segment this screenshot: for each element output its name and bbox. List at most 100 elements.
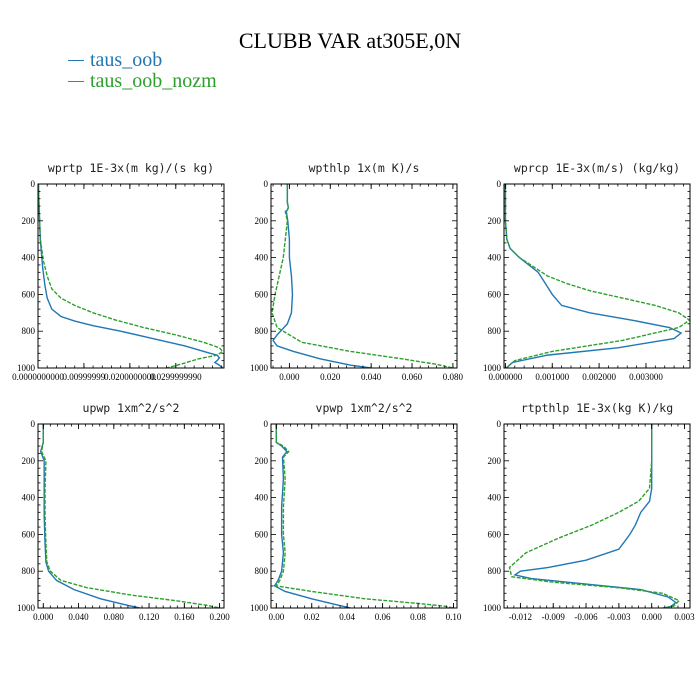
series-line-taus-oob-nozm [271, 184, 454, 368]
series-line-taus-oob [273, 424, 351, 608]
x-tick-label: 0.06 [375, 612, 391, 622]
x-tick-label: 0.08 [410, 612, 426, 622]
panel-title: rtpthlp 1E-3x(kg K)/kg [521, 401, 673, 415]
x-tick-label: 0.160 [174, 612, 195, 622]
x-tick-label: 0.0200000000 [104, 372, 156, 382]
figure-title: CLUBB VAR at305E,0N [238, 28, 462, 53]
x-tick-label: 0.00 [268, 612, 284, 622]
series-line-taus-oob-nozm [508, 424, 681, 608]
plot-frame [37, 183, 225, 369]
y-tick-label: 1000 [17, 363, 36, 373]
panel-title: wprtp 1E-3x(m kg)/(s kg) [48, 161, 214, 175]
x-tick-label: 0.000 [279, 372, 300, 382]
plot-frame [503, 423, 691, 609]
y-tick-label: 1000 [250, 363, 269, 373]
x-tick-label: 0.060 [402, 372, 423, 382]
y-tick-label: 1000 [17, 603, 36, 613]
panel-title: vpwp 1xm^2/s^2 [316, 401, 413, 415]
x-tick-label: 0.00999999 [63, 372, 106, 382]
series-line-taus-oob [513, 424, 677, 608]
legend-swatch [68, 60, 84, 61]
panel-title: upwp 1xm^2/s^2 [83, 401, 180, 415]
plot-frame [37, 423, 225, 609]
plot-frame [270, 423, 458, 609]
chart-panel-3: wprcp 1E-3x(m/s) (kg/kg) 0 200 400 600 800 100… [483, 161, 691, 382]
x-tick-label: 0.0000000000 [12, 372, 64, 382]
x-tick-label: 0.002000 [582, 372, 616, 382]
y-tick-label: 200 [488, 216, 502, 226]
y-tick-label: 600 [488, 529, 502, 539]
legend-item-taus-oob: taus_oob [68, 49, 217, 71]
x-tick-label: 0.003000 [629, 372, 663, 382]
y-tick-label: 200 [255, 216, 269, 226]
y-tick-label: 400 [255, 253, 269, 263]
plot-frame [503, 183, 691, 369]
series-line-taus-oob-nozm [40, 424, 220, 608]
y-tick-label: 600 [22, 289, 36, 299]
y-tick-label: 1000 [483, 603, 502, 613]
x-tick-label: 0.04 [339, 612, 355, 622]
y-tick-label: 0 [497, 419, 502, 429]
legend-swatch [68, 81, 84, 82]
series-line-taus-oob [272, 184, 372, 368]
x-tick-label: 0.200 [209, 612, 230, 622]
y-tick-label: 400 [488, 493, 502, 503]
y-tick-label: 1000 [483, 363, 502, 373]
y-tick-label: 400 [22, 253, 36, 263]
y-tick-label: 400 [22, 493, 36, 503]
x-tick-label: -0.006 [574, 612, 598, 622]
x-tick-label: 0.040 [68, 612, 89, 622]
x-tick-label: 0.003 [674, 612, 695, 622]
x-tick-label: 0.080 [104, 612, 125, 622]
series-line-taus-oob-nozm [504, 184, 690, 368]
y-tick-label: 600 [255, 289, 269, 299]
y-tick-label: 200 [22, 216, 36, 226]
y-tick-label: 800 [22, 566, 36, 576]
chart-panel-2: wpthlp 1x(m K)/s 0 200 400 600 800 1000 0.000 0.… [250, 161, 464, 382]
x-tick-label: 0.000 [642, 612, 663, 622]
legend: taus_oob taus_oob_nozm [68, 49, 217, 92]
x-tick-label: 0.120 [139, 612, 160, 622]
y-tick-label: 800 [488, 326, 502, 336]
x-tick-label: -0.012 [509, 612, 532, 622]
series-line-taus-oob [504, 184, 683, 368]
plot-frame [270, 183, 458, 369]
x-tick-label: 0.001000 [535, 372, 569, 382]
legend-item-taus-oob-nozm: taus_oob_nozm [68, 70, 217, 92]
chart-panel-6: rtpthlp 1E-3x(kg K)/kg02004006008001000-… [483, 401, 695, 622]
y-tick-label: 600 [488, 289, 502, 299]
y-tick-label: 600 [22, 529, 36, 539]
x-tick-label: 0.000000 [489, 372, 523, 382]
panel-title: wprcp 1E-3x(m/s) (kg/kg) [514, 161, 680, 175]
y-tick-label: 0 [497, 179, 502, 189]
x-tick-label: 0.080 [443, 372, 464, 382]
y-tick-label: 600 [255, 529, 269, 539]
chart-panel-1: wprtp 1E-3x(m kg)/(s kg) 0 200 400 600 800 100… [12, 161, 225, 382]
x-tick-label: 0.020 [320, 372, 341, 382]
panel-title: wpthlp 1x(m K)/s [309, 161, 420, 175]
series-line-taus-oob [38, 184, 224, 368]
x-tick-label: 0.10 [446, 612, 462, 622]
series-line-taus-oob [39, 424, 141, 608]
legend-label: taus_oob_nozm [90, 70, 217, 92]
y-tick-label: 1000 [250, 603, 269, 613]
x-tick-label: -0.009 [542, 612, 566, 622]
y-tick-label: 800 [488, 566, 502, 576]
y-tick-label: 800 [255, 566, 269, 576]
y-tick-label: 200 [22, 456, 36, 466]
y-tick-label: 400 [488, 253, 502, 263]
legend-label: taus_oob [90, 49, 163, 71]
y-tick-label: 0 [264, 179, 269, 189]
x-tick-label: 0.000 [33, 612, 54, 622]
x-tick-label: -0.003 [607, 612, 631, 622]
y-tick-label: 0 [31, 419, 36, 429]
y-tick-label: 200 [255, 456, 269, 466]
x-tick-label: 0.040 [361, 372, 382, 382]
y-tick-label: 200 [488, 456, 502, 466]
x-tick-label: 0.02 [304, 612, 320, 622]
y-tick-label: 800 [22, 326, 36, 336]
series-line-taus-oob-nozm [275, 424, 454, 608]
